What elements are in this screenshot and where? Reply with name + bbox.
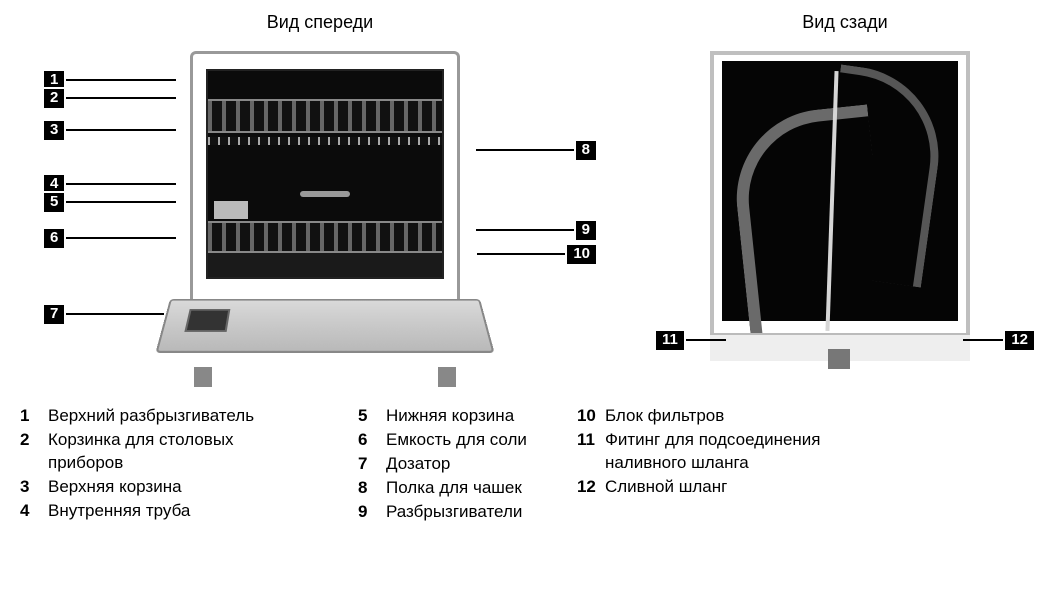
- legend-number: 1: [20, 405, 48, 428]
- legend-item-11: 11Фитинг для подсоединения наливного шла…: [577, 429, 865, 475]
- legend-number: 2: [20, 429, 48, 475]
- callout-number: 8: [574, 139, 598, 162]
- legend-column-2: 5Нижняя корзина6Емкость для соли7Дозатор…: [358, 405, 527, 525]
- callout-10: 10: [477, 243, 598, 266]
- callout-9: 9: [476, 219, 598, 242]
- spray-arm: [300, 191, 350, 197]
- legend-item-10: 10Блок фильтров: [577, 405, 865, 428]
- legend-number: 7: [358, 453, 386, 476]
- callout-leader: [963, 339, 1003, 341]
- front-view-title: Вид спереди: [20, 12, 620, 33]
- callout-leader: [66, 79, 176, 81]
- legend-item-12: 12Сливной шланг: [577, 476, 865, 499]
- callout-leader: [66, 97, 176, 99]
- callout-11: 11: [654, 329, 726, 352]
- legend-number: 3: [20, 476, 48, 499]
- legend-text: Блок фильтров: [605, 405, 724, 428]
- back-view: Вид сзади 1112: [660, 12, 1030, 391]
- callout-leader: [686, 339, 726, 341]
- callout-leader: [66, 237, 176, 239]
- callout-number: 10: [565, 243, 598, 266]
- foot-right: [438, 367, 456, 387]
- callout-number: 2: [42, 87, 66, 110]
- cup-shelf: [208, 137, 442, 145]
- legend-number: 9: [358, 501, 386, 524]
- cutlery-basket: [214, 201, 248, 219]
- dishwasher-back-drawing: [710, 51, 970, 361]
- inlet-fitting: [828, 349, 850, 369]
- legend-item-1: 1Верхний разбрызгиватель: [20, 405, 308, 428]
- callout-leader: [66, 201, 176, 203]
- legend-number: 6: [358, 429, 386, 452]
- legend-text: Верхняя корзина: [48, 476, 182, 499]
- callout-2: 2: [42, 87, 176, 110]
- front-figure: 12345678910: [20, 41, 620, 391]
- legend-text: Нижняя корзина: [386, 405, 514, 428]
- dishwasher-front-drawing: [170, 51, 480, 381]
- legend-item-6: 6Емкость для соли: [358, 429, 527, 452]
- legend-text: Корзинка для столовых приборов: [48, 429, 308, 475]
- legend-text: Дозатор: [386, 453, 450, 476]
- callout-5: 5: [42, 191, 176, 214]
- callout-number: 11: [654, 329, 686, 352]
- legend-text: Фитинг для подсоединения наливного шланг…: [605, 429, 865, 475]
- front-view: Вид спереди 12345678910: [20, 12, 620, 391]
- callout-8: 8: [476, 139, 598, 162]
- callout-number: 12: [1003, 329, 1036, 352]
- callout-7: 7: [42, 303, 164, 326]
- legend-text: Разбрызгиватели: [386, 501, 522, 524]
- callout-number: 5: [42, 191, 66, 214]
- back-view-title: Вид сзади: [660, 12, 1030, 33]
- callout-6: 6: [42, 227, 176, 250]
- legend-item-5: 5Нижняя корзина: [358, 405, 527, 428]
- legend-text: Сливной шланг: [605, 476, 727, 499]
- legend-number: 5: [358, 405, 386, 428]
- upper-basket: [208, 99, 442, 133]
- callout-12: 12: [963, 329, 1036, 352]
- callout-leader: [476, 149, 574, 151]
- filter-area: [208, 253, 442, 277]
- legend-number: 12: [577, 476, 605, 499]
- legend-column-1: 1Верхний разбрызгиватель2Корзинка для ст…: [20, 405, 308, 525]
- legend-item-3: 3Верхняя корзина: [20, 476, 308, 499]
- legend-item-4: 4Внутренняя труба: [20, 500, 308, 523]
- views-row: Вид спереди 12345678910: [20, 12, 1041, 391]
- back-figure: 1112: [660, 41, 1030, 391]
- callout-leader: [66, 129, 176, 131]
- callout-number: 6: [42, 227, 66, 250]
- callout-leader: [476, 229, 574, 231]
- legend-text: Емкость для соли: [386, 429, 527, 452]
- legend-number: 11: [577, 429, 605, 475]
- legend-text: Полка для чашек: [386, 477, 522, 500]
- legend-number: 8: [358, 477, 386, 500]
- legend-number: 4: [20, 500, 48, 523]
- callout-number: 9: [574, 219, 598, 242]
- callout-number: 7: [42, 303, 66, 326]
- legend-column-3: 10Блок фильтров11Фитинг для подсоединени…: [577, 405, 865, 525]
- callout-number: 3: [42, 119, 66, 142]
- legend: 1Верхний разбрызгиватель2Корзинка для ст…: [20, 405, 1041, 525]
- legend-text: Верхний разбрызгиватель: [48, 405, 254, 428]
- foot-left: [194, 367, 212, 387]
- dishwasher-door: [155, 299, 494, 353]
- legend-item-2: 2Корзинка для столовых приборов: [20, 429, 308, 475]
- callout-leader: [66, 313, 164, 315]
- page: Вид спереди 12345678910: [0, 0, 1061, 595]
- legend-item-9: 9Разбрызгиватели: [358, 501, 527, 524]
- legend-item-8: 8Полка для чашек: [358, 477, 527, 500]
- legend-text: Внутренняя труба: [48, 500, 190, 523]
- legend-number: 10: [577, 405, 605, 428]
- legend-item-7: 7Дозатор: [358, 453, 527, 476]
- callout-leader: [477, 253, 565, 255]
- lower-basket: [208, 221, 442, 253]
- callout-3: 3: [42, 119, 176, 142]
- callout-leader: [66, 183, 176, 185]
